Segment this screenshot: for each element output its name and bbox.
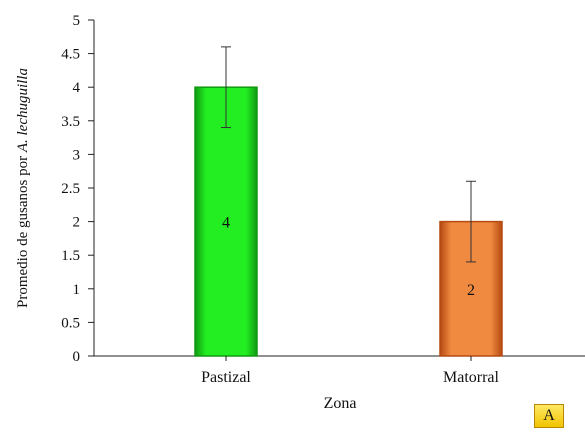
y-axis-title-prefix: Promedio de gusanos por	[15, 152, 31, 308]
y-tick-label: 2.5	[61, 181, 80, 197]
bars: 42	[194, 46, 503, 357]
category-label: Matorral	[443, 369, 500, 386]
data-label: 2	[467, 282, 475, 299]
y-tick-label: 5	[73, 13, 81, 29]
y-tick-label: 0.5	[61, 315, 80, 331]
y-tick-label: 3	[73, 147, 81, 163]
x-axis-title: Zona	[324, 395, 357, 412]
bar-pastizal	[194, 86, 258, 357]
y-tick-label: 2	[73, 215, 81, 231]
y-tick-label: 4	[73, 80, 81, 96]
panel-label-badge: A	[534, 404, 564, 428]
y-tick-label: 4.5	[61, 47, 80, 63]
y-axis-title-species: A. lechuguilla	[15, 68, 31, 153]
y-axis-title: Promedio de gusanos por A. lechuguilla	[15, 68, 31, 308]
data-label: 4	[222, 215, 230, 232]
y-tick-label: 3.5	[61, 114, 80, 130]
y-tick-label: 1.5	[61, 248, 80, 264]
y-ticks: 0 0.5 1 1.5 2 2.5 3 3.5 4 4.5 5	[61, 13, 94, 365]
y-tick-label: 0	[73, 349, 81, 365]
category-labels: Pastizal Matorral	[201, 356, 500, 386]
category-label: Pastizal	[201, 369, 251, 386]
y-tick-label: 1	[73, 282, 81, 298]
